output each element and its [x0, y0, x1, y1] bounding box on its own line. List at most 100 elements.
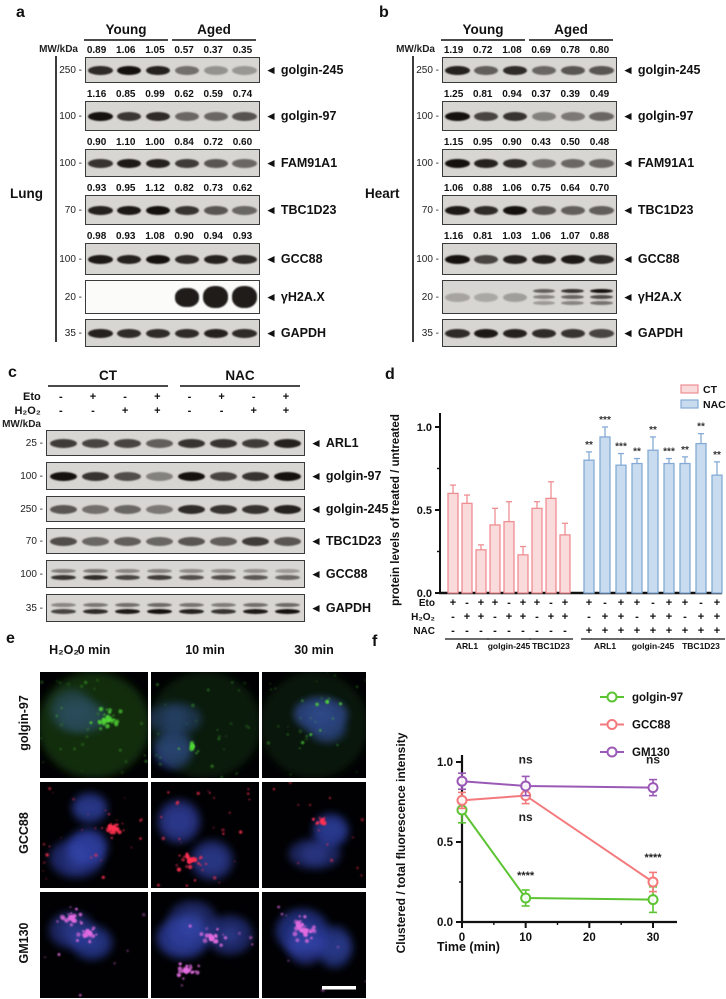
legend-swatch-NAC — [680, 399, 699, 409]
lane-values: 0.90 1.10 1.00 0.84 0.72 0.60 — [82, 136, 257, 149]
signal-speck — [158, 762, 163, 766]
data-point-GM130 — [456, 775, 468, 787]
lane-values: 1.16 0.85 0.99 0.62 0.59 0.74 — [82, 88, 257, 101]
protein-band — [274, 471, 302, 481]
significance-label: *** — [599, 415, 611, 426]
signal-speck — [355, 770, 358, 773]
scattered-punctum — [360, 874, 363, 877]
protein-label: FAM91A1 — [280, 156, 338, 170]
treatment-sign: + — [154, 391, 161, 403]
blot-lane — [79, 561, 111, 587]
blot-box — [442, 149, 617, 177]
arrowhead-icon: ◄ — [265, 156, 277, 170]
blot-lane — [272, 561, 304, 587]
blot-lane — [272, 497, 304, 521]
lane-value: 0.72 — [473, 45, 493, 56]
protein-band — [203, 65, 228, 75]
protein-label-group: ◄ golgin-245 — [622, 63, 700, 77]
lane-value: 0.84 — [174, 137, 194, 148]
mw-tick: 100 - — [416, 110, 439, 122]
cluster-punctum — [187, 864, 193, 870]
blot-lane — [176, 529, 208, 553]
lane-values: 1.19 0.72 1.08 0.69 0.78 0.80 — [439, 44, 614, 57]
x-row-sign: + — [618, 611, 624, 623]
treatment-sign: - — [187, 405, 192, 417]
protein-band — [211, 568, 237, 573]
cluster-punctum — [88, 939, 91, 941]
panel-b-label: b — [379, 4, 389, 21]
blot-lane — [208, 431, 240, 455]
protein-band — [50, 568, 76, 573]
blot-box — [442, 243, 617, 275]
cluster-punctum — [73, 919, 78, 924]
legend-label-GCC88: GCC88 — [632, 720, 671, 732]
cluster-punctum — [176, 867, 182, 872]
bar-NAC — [711, 474, 723, 594]
panel-e-label: e — [6, 630, 15, 647]
blot-lane — [143, 561, 175, 587]
fluorescence-image — [259, 672, 369, 778]
lane-value: 0.59 — [203, 89, 223, 100]
blot-lane — [144, 150, 173, 176]
legend-label-GM130: GM130 — [632, 747, 670, 759]
blot-lane — [79, 595, 111, 621]
blot-lane — [86, 244, 115, 274]
protein-band — [532, 295, 556, 299]
signal-speck — [154, 753, 159, 758]
legend-label-golgin-97: golgin-97 — [632, 692, 683, 704]
x-row-sign: + — [520, 597, 526, 609]
blot-lane — [176, 463, 208, 489]
x-row-sign: - — [479, 625, 483, 637]
lane-value: 0.35 — [232, 45, 253, 56]
mw-tick: 35 - — [64, 327, 82, 339]
cluster-punctum — [181, 857, 185, 862]
group-label: TBC1D23 — [682, 641, 720, 651]
x-row-sign: + — [520, 611, 526, 623]
cluster-punctum — [64, 918, 68, 922]
scattered-punctum — [113, 961, 116, 965]
cluster-punctum — [97, 720, 103, 725]
nucleus-core — [61, 918, 82, 943]
signal-speck — [216, 728, 219, 732]
fluorescence-image — [151, 892, 259, 998]
scattered-punctum — [212, 876, 217, 880]
cluster-punctum — [112, 714, 115, 717]
blot-lane — [176, 561, 208, 587]
protein-band — [82, 568, 108, 573]
signal-speck — [139, 721, 144, 726]
protein-band — [445, 205, 470, 215]
protein-band — [145, 504, 173, 514]
lane-value: 0.81 — [473, 89, 493, 100]
bar-NAC — [695, 442, 707, 594]
blot-lane — [472, 244, 501, 274]
significance-label: ** — [713, 450, 721, 461]
group-label: TBC1D23 — [532, 641, 570, 651]
bar-CT — [559, 534, 571, 594]
signal-speck — [237, 771, 239, 774]
lane-value: 0.90 — [174, 231, 194, 242]
scattered-punctum — [221, 828, 225, 832]
tissue-bracket-line — [412, 56, 414, 342]
group-header-ct: CT — [48, 368, 168, 387]
x-row-sign: - — [507, 597, 511, 609]
protein-band — [88, 205, 113, 215]
cluster-punctum — [195, 752, 198, 755]
blot-row-GCC88: 1.16 0.81 1.03 1.06 1.07 0.88 100 - ◄ GCC88 — [399, 230, 700, 275]
x-row-sign: - — [549, 625, 553, 637]
blot-lane — [86, 320, 115, 346]
significance-label: ** — [681, 445, 689, 456]
signal-speck — [269, 683, 272, 685]
x-row-sign: + — [548, 611, 554, 623]
scattered-punctum — [126, 949, 129, 952]
bar-NAC — [663, 462, 675, 594]
data-point-golgin-97 — [647, 894, 659, 906]
arrowhead-icon: ◄ — [622, 109, 634, 123]
protein-band — [178, 536, 206, 546]
scattered-punctum — [297, 861, 300, 865]
scattered-punctum — [180, 984, 183, 987]
nucleus-core — [64, 845, 89, 872]
bar-CT — [489, 524, 501, 594]
protein-band — [174, 111, 199, 121]
cluster-punctum — [101, 827, 104, 829]
scattered-punctum — [330, 858, 334, 862]
